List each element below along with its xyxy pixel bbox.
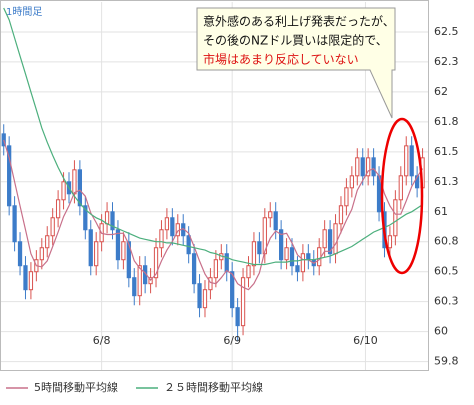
candle-body	[355, 157, 360, 177]
candle-body	[23, 265, 28, 291]
callout-line: 市場はあまり反応していない	[203, 52, 359, 67]
marks	[1, 7, 425, 342]
candle-body	[94, 241, 99, 267]
candle-body	[306, 253, 311, 261]
candle-body	[208, 277, 213, 291]
y-tick-label: 60.3	[434, 295, 459, 308]
candle-body	[371, 157, 376, 177]
candle-body	[186, 235, 191, 255]
candle-body	[317, 247, 322, 267]
y-tick-label: 61	[434, 205, 448, 218]
candle-body	[45, 235, 50, 249]
candle-body	[115, 229, 121, 261]
candle-body	[295, 265, 300, 273]
candle-body	[197, 283, 202, 309]
y-tick-label: 59.8	[434, 355, 459, 368]
callout-box	[196, 7, 396, 119]
y-tick-label: 60.5	[434, 265, 459, 278]
candle-body	[393, 199, 398, 237]
candle-body	[273, 211, 278, 231]
candle-body	[170, 217, 175, 237]
candle-body	[344, 187, 349, 207]
candle-body	[404, 145, 409, 177]
candle-body	[251, 241, 257, 267]
candle-body	[1, 133, 6, 147]
y-tick-label: 62.3	[434, 55, 459, 68]
callout-line: 意外感のある利上げ発表だったが、	[203, 14, 395, 29]
candle-body	[7, 145, 12, 207]
candle-body	[110, 211, 115, 231]
legend-label: ２５時間移動平均線	[164, 380, 263, 394]
candle-body	[338, 205, 344, 225]
y-tick-label: 60	[434, 325, 448, 338]
candle-body	[300, 253, 306, 273]
candle-body	[240, 277, 246, 327]
candle-body	[159, 229, 164, 249]
candle-body	[28, 271, 34, 291]
y-tick-label: 61.8	[434, 115, 459, 128]
candle-body	[398, 175, 403, 201]
candle-body	[164, 217, 170, 231]
highlight-ellipse	[380, 117, 424, 275]
candle-body	[202, 289, 208, 309]
candle-body	[360, 157, 365, 177]
candle-body	[77, 169, 83, 207]
candle-body	[191, 253, 197, 285]
candle-body	[333, 223, 338, 255]
candle-body	[268, 211, 273, 219]
candle-body	[17, 241, 23, 267]
candle-body	[12, 205, 17, 243]
candle-body	[414, 175, 420, 189]
candle-body	[50, 217, 55, 237]
candle-body	[104, 211, 110, 225]
candle-body	[235, 307, 240, 327]
candle-body	[279, 229, 284, 261]
y-tick-label: 61.3	[434, 175, 459, 188]
candle-body	[88, 229, 93, 267]
candle-body	[284, 247, 289, 261]
candle-body	[153, 247, 159, 279]
x-tick-label: 6/10	[353, 334, 378, 347]
y-tick-label: 61.5	[434, 145, 459, 158]
legend-label: 5時間移動平均線	[34, 380, 118, 394]
candle-body	[289, 247, 295, 267]
candle-body	[55, 199, 61, 219]
legend: 5時間移動平均線 ２５時間移動平均線	[6, 380, 263, 394]
candle-body	[257, 241, 262, 255]
candle-body	[224, 253, 229, 273]
candle-body	[137, 265, 142, 297]
y-tick-label: 62	[434, 85, 448, 98]
candle-body	[39, 247, 44, 261]
candle-body	[262, 217, 267, 255]
timeframe-label: 1時間足	[6, 6, 42, 18]
x-tick-label: 6/9	[223, 334, 241, 347]
candle-body	[72, 169, 77, 195]
candle-body	[327, 229, 333, 255]
candle-body	[83, 205, 88, 231]
candle-body	[246, 265, 251, 279]
candle-body	[126, 241, 131, 279]
x-tick-label: 6/8	[93, 334, 111, 347]
candle-body	[121, 241, 126, 261]
y-tick-label: 60.8	[434, 235, 459, 248]
candle-body	[322, 229, 327, 249]
candle-body	[409, 145, 414, 177]
candle-body	[349, 175, 354, 189]
candle-body	[230, 271, 235, 309]
moving-average-line	[3, 7, 423, 266]
candle-body	[132, 277, 137, 297]
callout-line: その後のNZドル買いは限定的で、	[203, 33, 388, 48]
candle-body	[366, 157, 371, 177]
candle-body	[387, 235, 393, 249]
y-tick-label: 62.5	[434, 25, 459, 38]
candle-body	[213, 259, 218, 279]
candle-body	[61, 181, 66, 201]
